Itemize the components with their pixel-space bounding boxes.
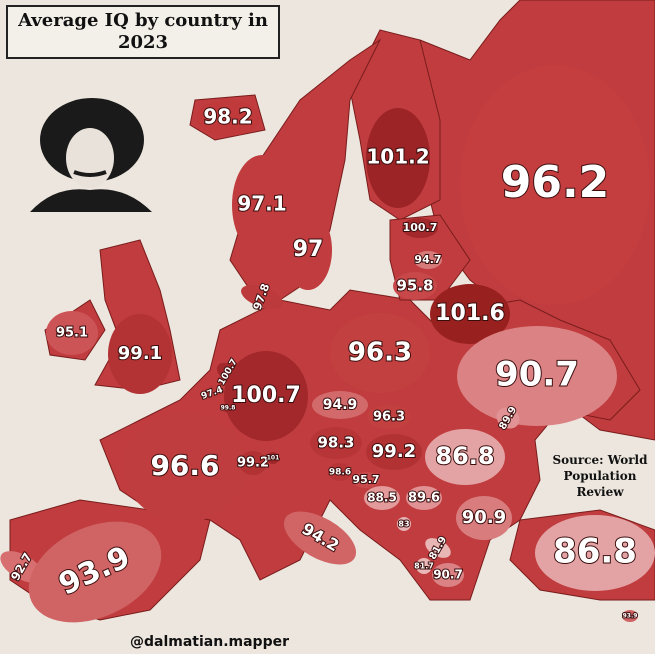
region-label: 100.7 xyxy=(231,383,301,408)
region xyxy=(366,434,422,470)
region-label: 83 xyxy=(398,520,409,529)
region-label: 101.6 xyxy=(435,301,505,326)
region xyxy=(352,472,380,488)
region xyxy=(366,108,430,208)
region xyxy=(425,538,451,558)
region xyxy=(397,517,411,531)
region xyxy=(406,486,442,510)
region-label: 93.9 xyxy=(623,613,638,620)
region xyxy=(232,155,292,255)
region xyxy=(312,391,368,419)
region-label: 99.2 xyxy=(372,441,416,462)
region-label: 99.2 xyxy=(237,456,269,471)
region xyxy=(310,427,362,459)
region xyxy=(196,100,260,136)
region xyxy=(123,412,247,522)
region-label: 95.7 xyxy=(352,473,379,486)
region-label: 96.3 xyxy=(373,410,405,425)
region xyxy=(328,463,352,481)
region xyxy=(267,452,279,464)
region xyxy=(496,407,520,429)
credit: @dalmatian.mapper xyxy=(130,634,290,650)
regions xyxy=(0,65,655,623)
region xyxy=(402,218,438,238)
region xyxy=(283,511,357,565)
region xyxy=(28,521,162,623)
region xyxy=(224,351,308,441)
region-label: 99.8 xyxy=(221,405,236,412)
region xyxy=(239,451,267,475)
region xyxy=(46,311,98,355)
region-label: 96.3 xyxy=(348,338,412,368)
region-label: 99.1 xyxy=(118,343,162,364)
region-label: 94.7 xyxy=(414,253,441,266)
region xyxy=(460,65,650,305)
region-label: 98.3 xyxy=(317,434,354,452)
region xyxy=(108,314,172,394)
region xyxy=(416,558,432,574)
region xyxy=(284,210,332,290)
title: Average IQ by country in 2023 xyxy=(6,5,280,59)
region xyxy=(457,326,617,426)
region-label: 90.7 xyxy=(495,355,579,395)
region xyxy=(430,284,510,344)
region xyxy=(622,610,638,622)
region xyxy=(330,313,430,393)
region-label: 95.1 xyxy=(56,326,88,341)
region xyxy=(393,272,437,300)
region-label: 90.7 xyxy=(433,568,463,582)
region-label: 94.9 xyxy=(323,397,358,413)
portrait xyxy=(30,98,152,212)
region xyxy=(432,563,464,587)
region-label: 88.5 xyxy=(367,491,397,505)
region-label: 90.9 xyxy=(462,507,506,528)
region-label: 89.6 xyxy=(408,491,440,506)
region-label: 100.7 xyxy=(403,221,438,234)
region-label: 101.2 xyxy=(366,145,429,169)
region-label: 86.8 xyxy=(553,532,637,572)
region-label: 95.8 xyxy=(396,277,433,295)
region-label: 97 xyxy=(293,237,324,262)
region-label: 96.6 xyxy=(150,449,219,482)
region-label: 97.1 xyxy=(237,192,286,216)
region xyxy=(535,515,655,591)
region-label: 81.7 xyxy=(414,562,434,571)
region xyxy=(364,486,400,510)
region xyxy=(414,251,442,269)
region xyxy=(425,429,505,485)
region xyxy=(202,385,222,401)
region xyxy=(241,284,283,310)
region xyxy=(367,405,411,429)
region-label: 86.8 xyxy=(435,442,494,470)
region-label: 96.2 xyxy=(501,157,610,208)
source-note: Source: World Population Review xyxy=(552,453,648,499)
region-label: 98.6 xyxy=(329,468,351,478)
region-label: 98.2 xyxy=(203,105,252,129)
region xyxy=(456,496,512,540)
region-label: 101 xyxy=(267,455,280,462)
